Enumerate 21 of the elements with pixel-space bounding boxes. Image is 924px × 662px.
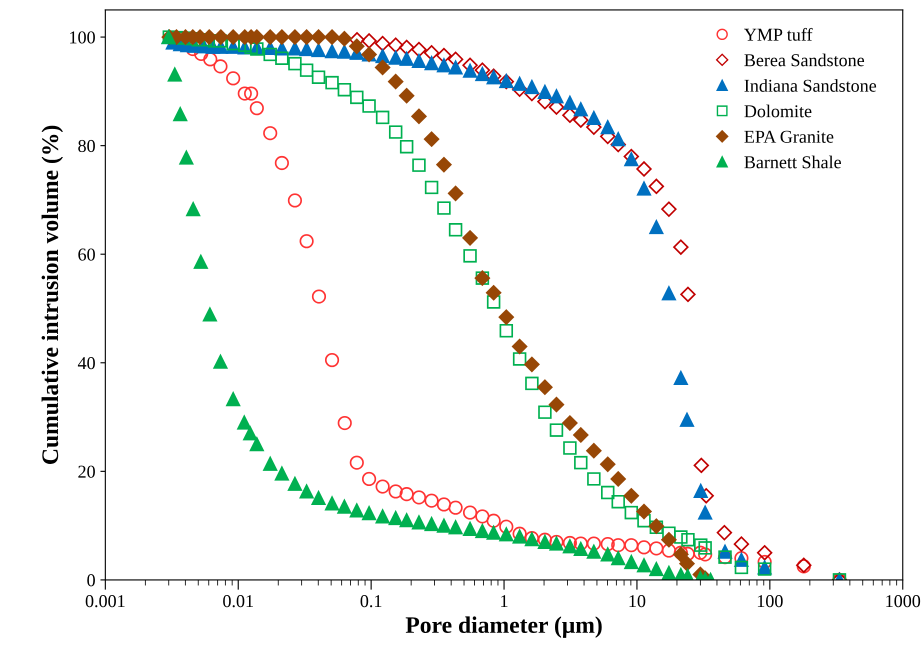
y-tick-label: 60 <box>78 248 95 261</box>
x-tick-label: 0.1 <box>360 595 382 608</box>
y-tick-label: 80 <box>78 140 95 152</box>
y-tick-label: 0 <box>87 574 95 586</box>
legend-label: Indiana Sandstone <box>744 79 876 92</box>
legend-label: Berea Sandstone <box>744 54 864 66</box>
legend-label: Dolomite <box>744 104 812 118</box>
y-tick-label: 40 <box>78 357 95 370</box>
x-tick-label: 1000 <box>886 595 920 608</box>
x-axis-title: Pore diameter (μm) <box>406 616 602 638</box>
legend-label: EPA Granite <box>744 130 834 143</box>
y-axis-title: Cumulative intrusion volume (%) <box>42 126 63 464</box>
x-tick-label: 100 <box>758 595 783 608</box>
x-tick-label: 1 <box>501 595 508 608</box>
legend-label: YMP tuff <box>744 28 813 41</box>
y-tick-label: 100 <box>70 31 95 44</box>
x-tick-label: 0.01 <box>223 595 253 608</box>
legend-label: Barnett Shale <box>744 156 841 168</box>
y-tick-label: 20 <box>78 466 95 478</box>
x-tick-label: 0.001 <box>86 595 125 608</box>
x-tick-label: 10 <box>630 595 646 608</box>
